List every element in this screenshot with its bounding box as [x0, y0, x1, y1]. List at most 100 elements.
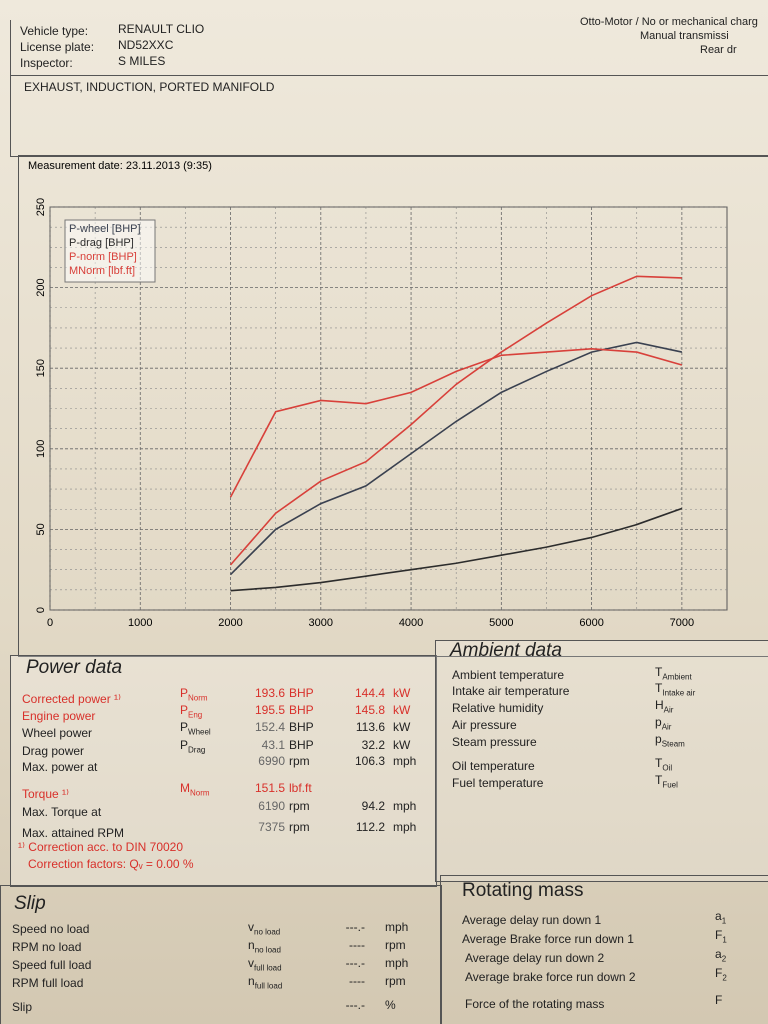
y-tick-label: 250	[35, 198, 47, 216]
value: 94.2	[361, 799, 385, 813]
unit: mph	[393, 820, 417, 834]
symbol-sub: Oil	[662, 763, 673, 773]
symbol-sub: Norm	[190, 788, 210, 798]
x-tick-label: 6000	[579, 617, 603, 629]
value: ----	[349, 974, 365, 988]
unit: mph	[385, 956, 409, 970]
value: 151.5	[254, 781, 285, 795]
row-label: Ambient temperature	[452, 668, 565, 682]
row-label: Air pressure	[452, 718, 517, 732]
unit: rpm	[385, 974, 406, 988]
row-label: Corrected power ¹⁾	[22, 692, 121, 706]
value: ---.-	[345, 998, 365, 1012]
row-label: Speed full load	[12, 958, 92, 972]
field-label: Inspector:	[20, 56, 73, 70]
value: 145.8	[354, 703, 385, 717]
chart: Measurement date: 23.11.2013 (9:35) 0 50 10…	[28, 160, 728, 629]
x-tick-label: 5000	[489, 617, 513, 629]
unit: mph	[393, 799, 417, 813]
chart-box	[18, 155, 768, 657]
value: 6990	[258, 754, 285, 768]
unit: lbf.ft	[289, 781, 312, 795]
field-value: RENAULT CLIO	[118, 22, 205, 36]
ambient-box	[435, 640, 768, 882]
unit: rpm	[289, 754, 310, 768]
row-label: Oil temperature	[452, 759, 535, 773]
legend-entry: P-wheel [BHP]	[69, 223, 141, 235]
symbol: pAir	[655, 715, 672, 732]
row-label: Steam pressure	[452, 735, 537, 749]
value: ----	[349, 938, 365, 952]
unit: rpm	[289, 799, 310, 813]
symbol-sub: Air	[661, 722, 672, 732]
row-label: Intake air temperature	[452, 684, 570, 698]
row-label: Speed no load	[12, 922, 90, 936]
y-tick-label: 0	[35, 607, 47, 613]
section-title: Ambient data	[450, 640, 562, 661]
symbol: a1	[715, 909, 727, 926]
value: 106.3	[354, 754, 385, 768]
y-tick-label: 200	[35, 278, 47, 296]
value: 195.5	[254, 703, 285, 717]
value: ---.-	[345, 956, 365, 970]
value: 32.2	[361, 738, 385, 752]
x-tick-label: 2000	[218, 617, 242, 629]
symbol: F2	[715, 966, 727, 983]
row-label: RPM full load	[12, 976, 84, 990]
series-line	[229, 275, 682, 566]
value: 43.1	[261, 738, 285, 752]
symbol: PEng	[180, 703, 203, 720]
row-label: Engine power	[22, 709, 96, 723]
field-label: License plate:	[20, 40, 95, 54]
row-label: Torque ¹⁾	[22, 787, 69, 801]
legend-entry: MNorm [lbf.ft]	[69, 265, 135, 277]
row-label: Average Brake force run down 1	[462, 932, 634, 946]
header-right: Otto-Motor / No or mechanical charg	[580, 16, 758, 28]
x-tick-label: 4000	[399, 617, 423, 629]
chart-title: Measurement date: 23.11.2013 (9:35)	[28, 160, 212, 172]
unit: %	[385, 998, 396, 1012]
symbol-sub: no load	[254, 945, 281, 955]
row-label: Slip	[12, 1000, 33, 1014]
rotating-box	[440, 875, 768, 1024]
row-label: Wheel power	[22, 726, 93, 740]
symbol: F	[715, 993, 723, 1007]
field-value: S MILES	[118, 54, 166, 68]
symbol-sub: full load	[254, 981, 283, 991]
symbol: TFuel	[655, 773, 678, 790]
symbol-sub: 2	[721, 954, 727, 964]
x-tick-label: 7000	[670, 617, 694, 629]
symbol: PDrag	[180, 738, 206, 755]
power-box	[10, 655, 437, 887]
x-tick-label: 1000	[128, 617, 152, 629]
row-label: Max. power at	[22, 760, 98, 774]
symbol-sub: Norm	[188, 693, 208, 703]
symbol: pSteam	[655, 732, 685, 749]
symbol: MNorm	[180, 781, 210, 798]
symbol: vno load	[248, 920, 281, 937]
legend-entry: P-norm [BHP]	[69, 251, 137, 263]
series-line	[230, 507, 683, 592]
unit: mph	[393, 754, 417, 768]
row-label: Fuel temperature	[452, 776, 544, 790]
unit: kW	[393, 686, 411, 700]
unit: kW	[393, 720, 411, 734]
row-label: Force of the rotating mass	[465, 997, 605, 1011]
row-label: Average delay run down 1	[462, 913, 602, 927]
unit: BHP	[289, 686, 314, 700]
value: 193.6	[254, 686, 285, 700]
symbol: PWheel	[180, 720, 211, 737]
symbol-sub: Fuel	[662, 780, 678, 790]
note: ¹⁾ Correction acc. to DIN 70020	[18, 840, 184, 854]
symbol-sub: Eng	[188, 710, 203, 720]
symbol-sub: 2	[722, 973, 727, 983]
unit: kW	[393, 703, 411, 717]
value: ---.-	[345, 920, 365, 934]
symbol-sub: 1	[721, 916, 727, 926]
symbol-sub: Air	[663, 705, 674, 715]
value: 152.4	[254, 720, 285, 734]
symbol-sub: full load	[254, 963, 282, 973]
series-line	[229, 341, 683, 576]
title-box	[10, 75, 768, 157]
